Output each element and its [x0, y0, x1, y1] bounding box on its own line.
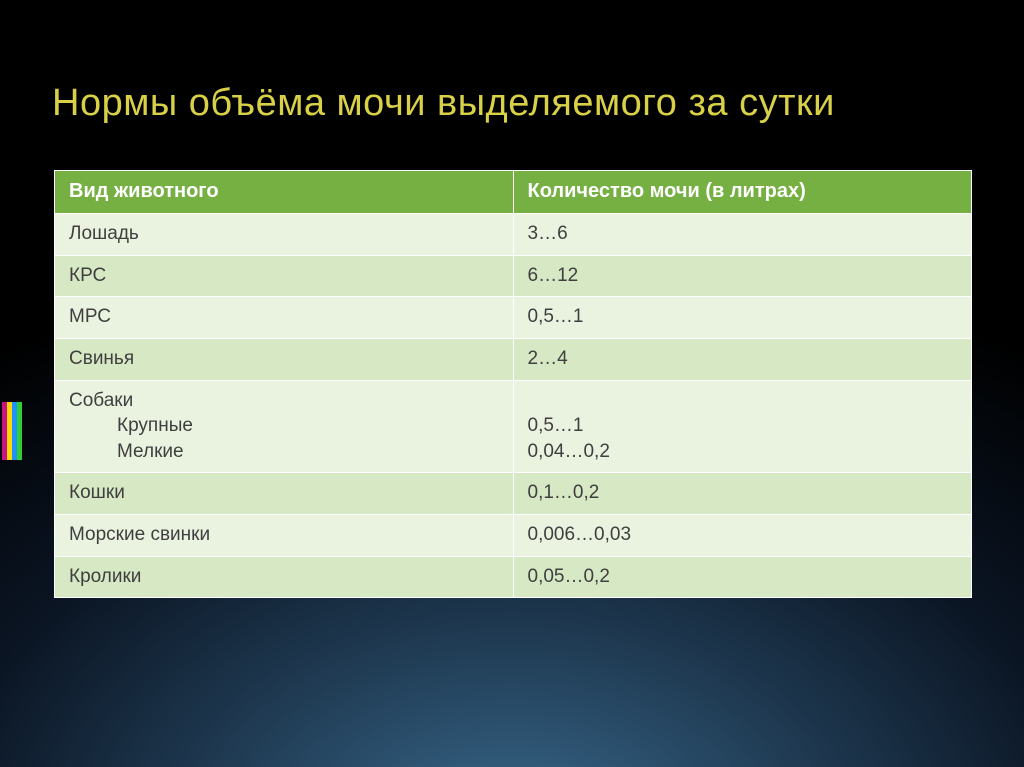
cell-animal: Свинья — [55, 338, 513, 380]
slide: Нормы объёма мочи выделяемого за сутки В… — [0, 0, 1024, 767]
cell-amount: 0,05…0,2 — [513, 556, 971, 597]
urine-volume-table: Вид животного Количество мочи (в литрах)… — [54, 170, 972, 598]
cell-amount: 0,1…0,2 — [513, 473, 971, 515]
cell-amount: 2…4 — [513, 338, 971, 380]
cell-amount: 3…6 — [513, 214, 971, 256]
cell-amount: 0,5…1 — [513, 297, 971, 339]
table-row: Лошадь3…6 — [55, 214, 971, 256]
table-header-row: Вид животного Количество мочи (в литрах) — [55, 171, 971, 214]
cell-animal: МРС — [55, 297, 513, 339]
table-row: Кролики0,05…0,2 — [55, 556, 971, 597]
table-row: Морские свинки0,006…0,03 — [55, 515, 971, 557]
table-row: Свинья2…4 — [55, 338, 971, 380]
table-row: КРС6…12 — [55, 255, 971, 297]
table-row: МРС0,5…1 — [55, 297, 971, 339]
table-row: Кошки0,1…0,2 — [55, 473, 971, 515]
table-body: Лошадь3…6КРС6…12МРС0,5…1Свинья2…4Собаки … — [55, 214, 971, 598]
cell-animal: Кошки — [55, 473, 513, 515]
col-header-amount: Количество мочи (в литрах) — [513, 171, 971, 214]
cell-animal: Лошадь — [55, 214, 513, 256]
cell-animal: Кролики — [55, 556, 513, 597]
col-header-animal: Вид животного — [55, 171, 513, 214]
accent-bar — [17, 402, 22, 460]
cell-amount: 6…12 — [513, 255, 971, 297]
accent-bars — [2, 402, 22, 460]
cell-amount: 0,5…1 0,04…0,2 — [513, 380, 971, 473]
cell-amount: 0,006…0,03 — [513, 515, 971, 557]
cell-animal: Собаки Крупные Мелкие — [55, 380, 513, 473]
table-row: Собаки Крупные Мелкие 0,5…1 0,04…0,2 — [55, 380, 971, 473]
slide-title: Нормы объёма мочи выделяемого за сутки — [52, 82, 835, 125]
cell-animal: Морские свинки — [55, 515, 513, 557]
cell-animal: КРС — [55, 255, 513, 297]
